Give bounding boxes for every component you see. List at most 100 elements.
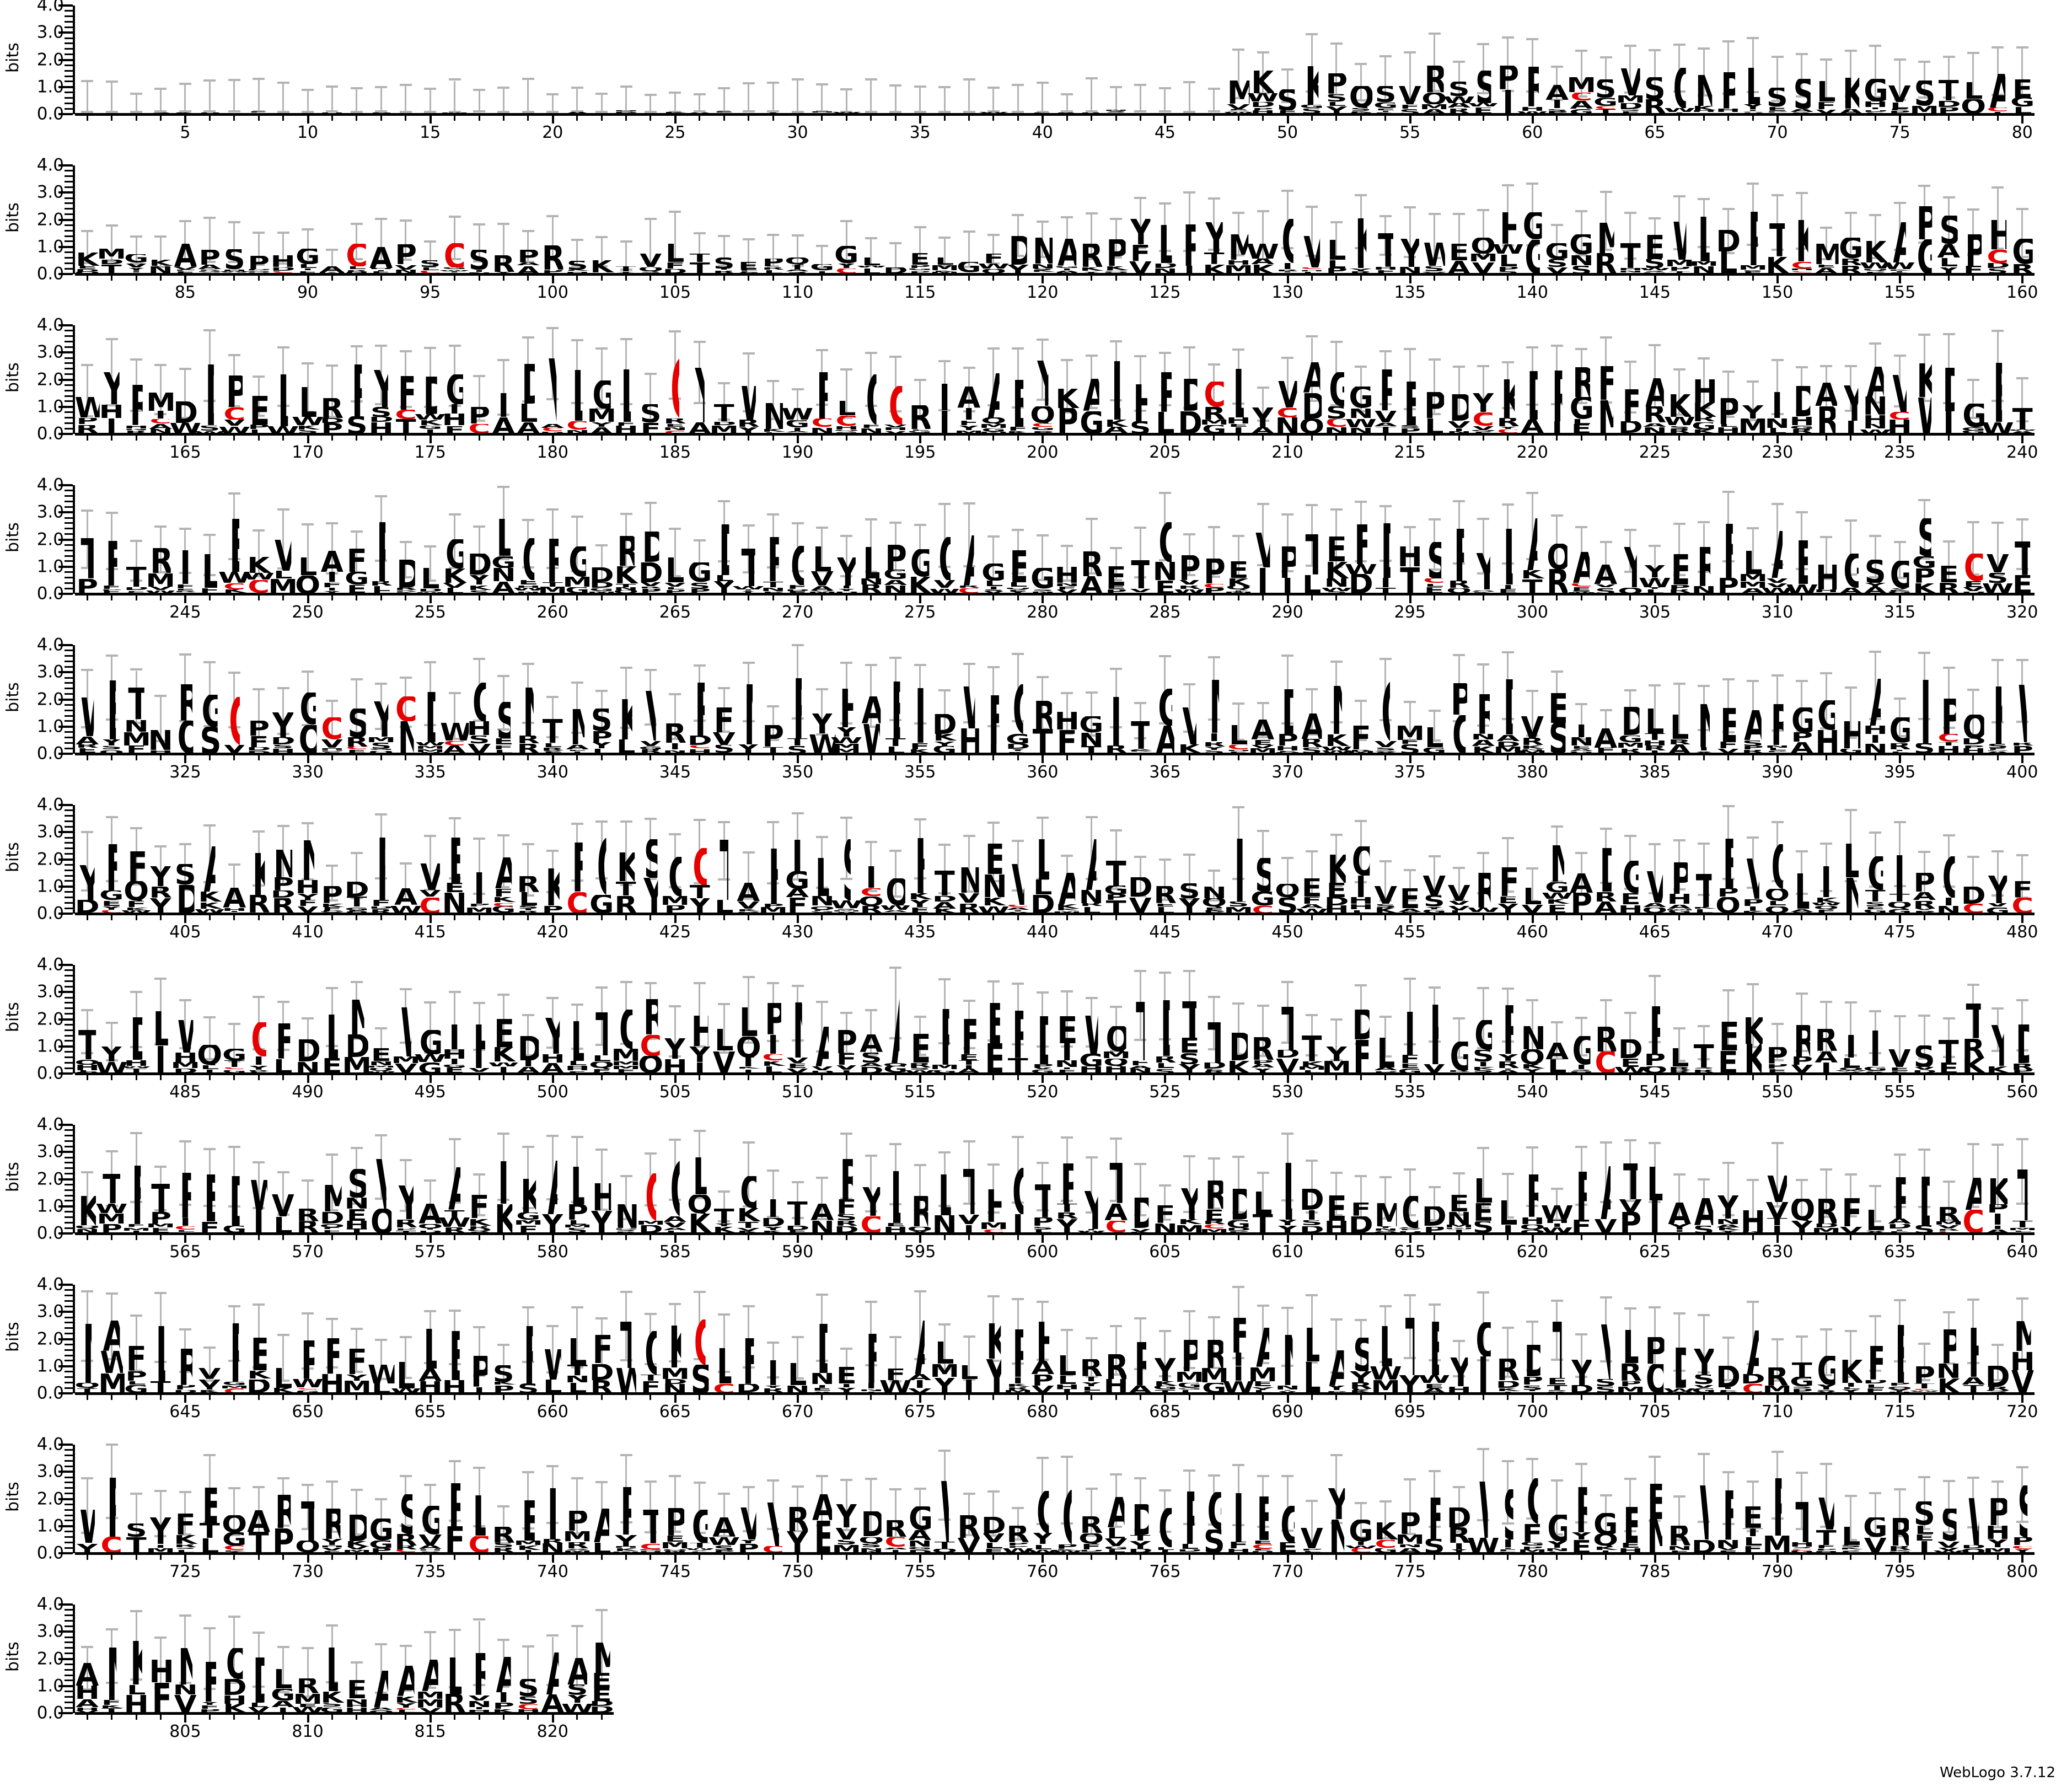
error-bar-cap: [1086, 77, 1098, 79]
x-tick: [380, 116, 382, 121]
error-bar-cap: [1086, 518, 1098, 520]
error-bar-cap: [1330, 661, 1343, 663]
error-bar-cap: [1967, 984, 1979, 986]
x-tick: [1042, 755, 1044, 763]
error-bar-cap: [620, 85, 632, 88]
logo-stack: ILQWS: [1839, 965, 1863, 1074]
error-bar-cap: [253, 529, 265, 532]
x-tick-label: 425: [659, 924, 691, 941]
logo-stack: FM: [1593, 325, 1618, 434]
error-bar-cap: [1772, 194, 1784, 196]
x-tick: [1556, 1075, 1558, 1080]
y-minor-tick: [65, 202, 73, 204]
logo-stack: GEH: [1618, 805, 1642, 914]
error-bar-cap: [1894, 541, 1906, 543]
x-tick: [1164, 755, 1166, 763]
y-minor-tick: [65, 495, 73, 497]
x-tick: [1238, 755, 1239, 760]
y-minor-tick: [65, 720, 73, 722]
logo-letter: A: [857, 1034, 885, 1053]
logo-stack: R: [1055, 6, 1079, 114]
y-tick-labels: 0.0 1.0 2.0 3.0 4.0: [15, 801, 64, 914]
x-tick: [992, 755, 994, 760]
logo-letter: Q: [1962, 715, 1984, 739]
error-bar-cap: [963, 1000, 975, 1002]
x-tick-label: 205: [1149, 444, 1180, 461]
logo-stack: TDM: [712, 325, 736, 434]
logo-stack: YTK: [1202, 165, 1226, 274]
x-tick: [87, 755, 88, 760]
error-bar-cap: [1086, 691, 1098, 694]
x-tick-label: 550: [1762, 1084, 1793, 1101]
logo-letter: P: [1454, 529, 1464, 581]
x-tick: [2021, 276, 2023, 283]
x-tick-label: 65: [1644, 125, 1665, 141]
logo-stack: DY: [1006, 165, 1030, 274]
logo-stack: VCHL: [1300, 165, 1324, 274]
x-tick: [1287, 1075, 1289, 1083]
logo-letter: A: [1592, 565, 1619, 584]
logo-stack: VVGR: [638, 645, 663, 754]
error-bar-cap: [1624, 361, 1636, 363]
x-tick: [1434, 436, 1435, 441]
logo-letter: R: [377, 838, 385, 900]
logo-letter: D: [637, 562, 664, 582]
x-tick: [1017, 436, 1019, 441]
x-tick: [992, 436, 994, 441]
logo-stack: LWL: [859, 165, 883, 274]
error-bar-cap: [1429, 986, 1441, 989]
logo-stack: YM: [1324, 965, 1349, 1074]
logo-stack: AQG: [883, 965, 908, 1074]
error-bar-cap: [816, 349, 828, 351]
logo-stack: PVN: [394, 165, 418, 274]
x-tick: [1752, 595, 1754, 600]
logo-stack: YW: [99, 965, 124, 1074]
y-tick-labels: 0.0 1.0 2.0 3.0 4.0: [15, 961, 64, 1074]
error-bar-cap: [449, 991, 461, 993]
x-tick-label: 265: [659, 604, 691, 621]
x-tick-label: 90: [297, 285, 318, 301]
y-minor-tick: [65, 870, 73, 871]
logo-stack: V: [688, 6, 712, 114]
x-tick: [1826, 116, 1827, 121]
logo-stack: GRTLY: [1887, 645, 1912, 754]
error-bar-cap: [1820, 843, 1832, 845]
logo-letter: F: [398, 376, 414, 410]
x-tick: [527, 595, 529, 600]
logo-letter: P: [1721, 72, 1736, 109]
y-minor-tick: [65, 213, 73, 215]
logo-stack: VCAYV: [1006, 805, 1030, 914]
error-bar-cap: [1379, 505, 1392, 507]
error-bar-cap: [1281, 857, 1293, 859]
logo-letter: G: [1890, 717, 1910, 743]
logo-stack: GQ: [296, 645, 320, 754]
x-tick: [576, 436, 578, 441]
error-bar-cap: [1183, 970, 1195, 972]
x-tick: [625, 436, 627, 441]
error-bar-cap: [2016, 377, 2028, 379]
logo-stack: KA: [1839, 6, 1863, 114]
logo-letter: A: [1527, 518, 1537, 570]
logo-stack: KP: [540, 805, 565, 914]
x-tick: [160, 915, 162, 920]
logo-letter: V: [1886, 1049, 1914, 1068]
error-bar-cap: [1869, 214, 1881, 216]
logo-letter: E: [1103, 566, 1130, 586]
logo-letter: P: [835, 1030, 858, 1053]
x-tick: [1801, 915, 1802, 920]
x-tick: [405, 116, 406, 121]
error-bar-cap: [1257, 503, 1269, 505]
logo-letter: G: [1158, 522, 1172, 562]
x-tick: [797, 915, 799, 923]
x-tick: [160, 595, 162, 600]
error-bar: [846, 90, 847, 112]
x-tick: [1629, 276, 1631, 281]
logo-stack: LQ: [1961, 6, 1985, 114]
error-bar-cap: [106, 224, 118, 227]
y-minor-tick: [65, 853, 73, 855]
x-tick: [1875, 276, 1876, 281]
error-bar-cap: [1600, 336, 1612, 339]
error-bar-cap: [1698, 47, 1710, 50]
logo-letter: G: [1994, 98, 2050, 107]
error-bar-cap: [1355, 366, 1367, 368]
